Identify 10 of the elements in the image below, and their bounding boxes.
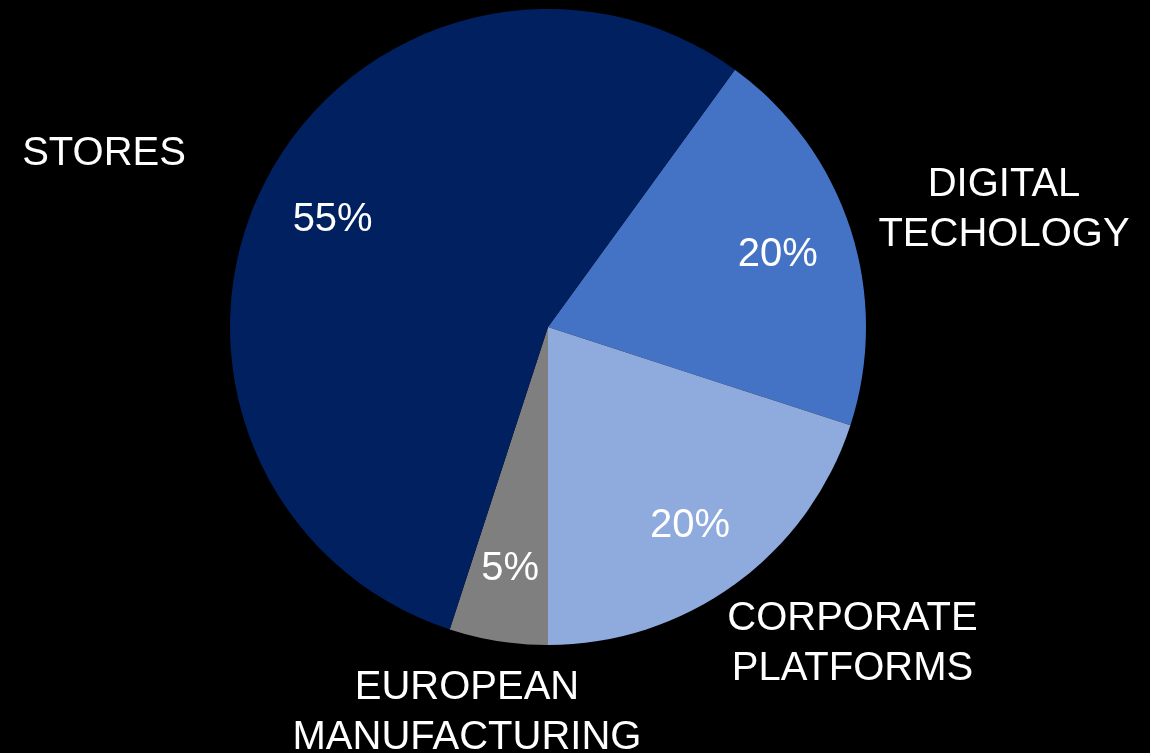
data-label: 5% <box>481 543 540 588</box>
slice-label: CORPORATE PLATFORMS <box>727 593 978 688</box>
slice-label: STORES <box>22 128 186 173</box>
pie-slice <box>449 327 548 645</box>
data-label: 55% <box>292 195 373 240</box>
data-label: 20% <box>737 230 818 275</box>
data-label: 20% <box>650 500 731 545</box>
slice-label: EUROPEAN MANUFACTURING <box>292 663 642 753</box>
slice-label: DIGITAL TECHOLOGY <box>878 160 1130 255</box>
pie-slice <box>548 69 866 426</box>
